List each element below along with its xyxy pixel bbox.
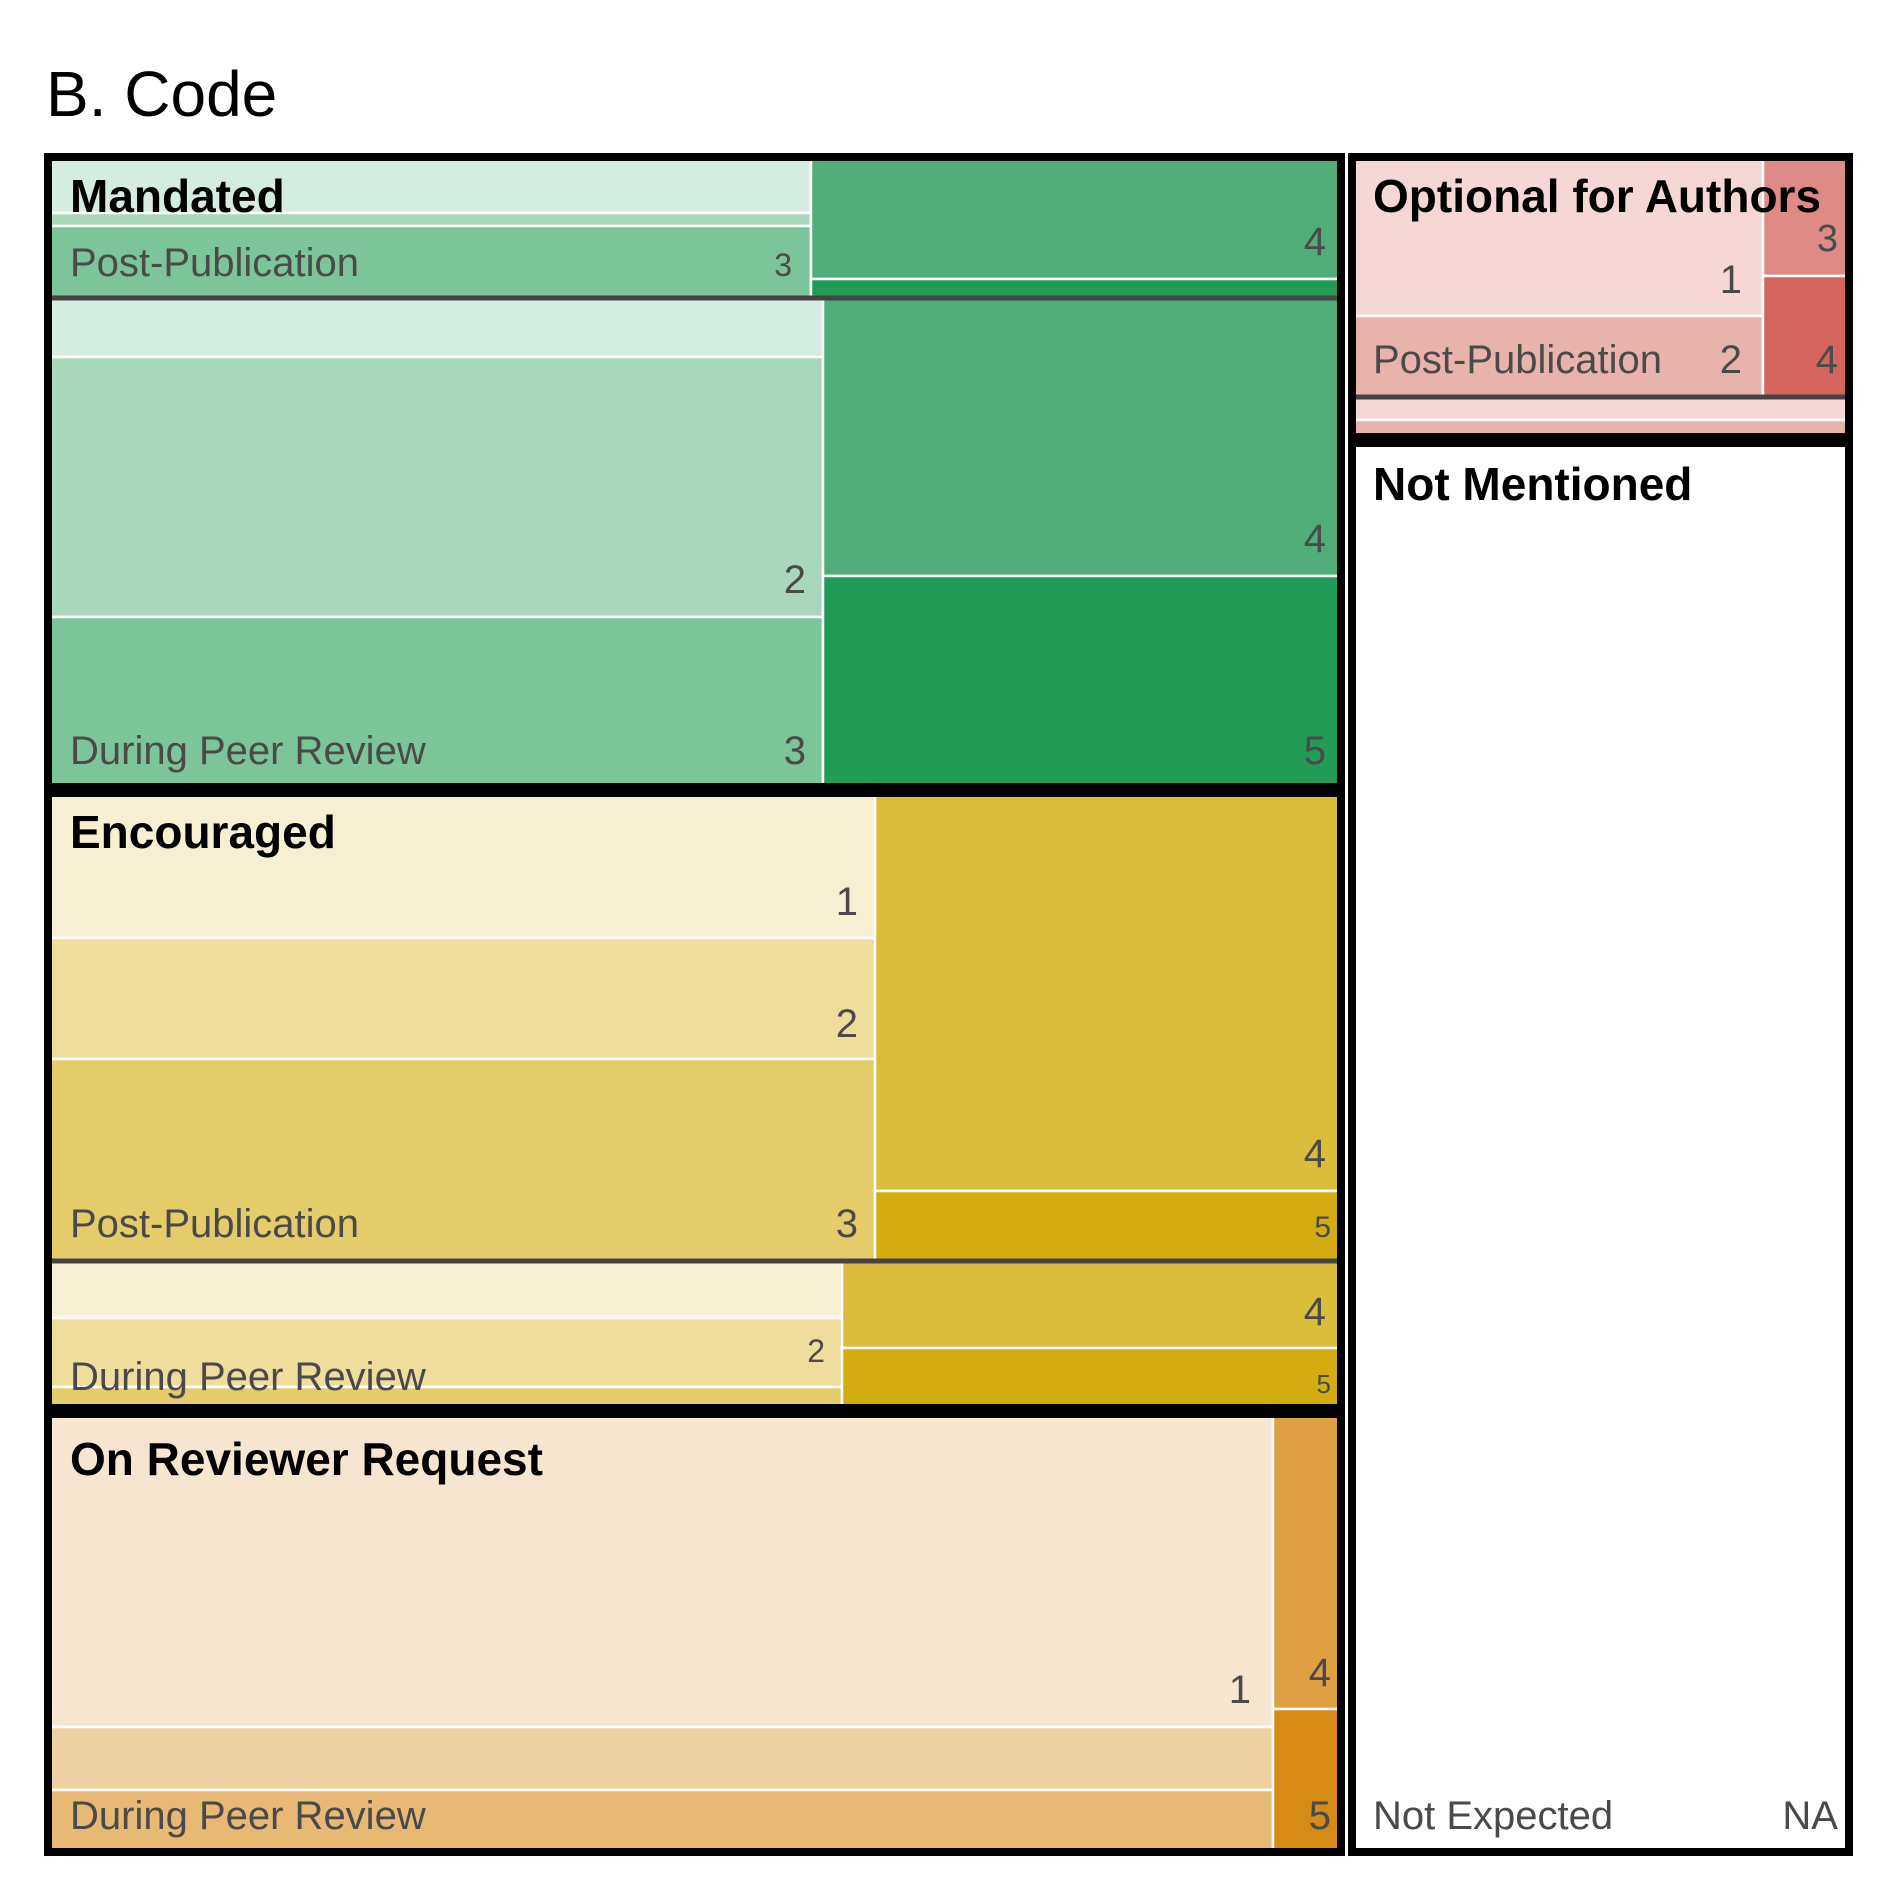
subgroup-label: During Peer Review — [70, 1794, 426, 1838]
cell-value-label: 4 — [1309, 1651, 1331, 1695]
cell-value-label: 4 — [1816, 338, 1838, 382]
subgroup-label: During Peer Review — [70, 1355, 426, 1399]
cell-value-label: 2 — [807, 1333, 825, 1369]
treemap-cell — [809, 277, 1343, 300]
cell-value-label: 1 — [1720, 258, 1742, 302]
cell-value-label: 2 — [1720, 338, 1742, 382]
cell-value-label: 1 — [836, 880, 858, 924]
cell-value-label: NA — [1782, 1794, 1838, 1838]
treemap-cell — [46, 1057, 877, 1263]
cell-value-label: 5 — [1304, 729, 1326, 773]
group-border — [44, 153, 1345, 791]
chart-title: B. Code — [46, 58, 278, 130]
treemap-cell — [809, 155, 1343, 281]
group-label: Encouraged — [70, 806, 336, 858]
group-label: Optional for Authors — [1373, 170, 1821, 222]
subgroup-label: During Peer Review — [70, 729, 426, 773]
treemap-cell — [873, 1189, 1343, 1263]
cell-value-label: 4 — [1304, 1132, 1326, 1176]
subgroup-label: Post-Publication — [1373, 338, 1662, 382]
treemap-cell — [1350, 441, 1851, 1854]
cell-value-label: 2 — [836, 1002, 858, 1046]
treemap-cell — [1271, 1412, 1343, 1711]
group-border — [1348, 439, 1853, 1856]
cell-value-label: 4 — [1304, 517, 1326, 561]
group-label: On Reviewer Request — [70, 1433, 543, 1485]
treemap-cell — [840, 1346, 1343, 1410]
cell-value-label: 2 — [784, 558, 806, 602]
cell-value-label: 1 — [1229, 1668, 1251, 1712]
treemap-cell — [46, 1316, 844, 1389]
cell-value-label: 3 — [784, 729, 806, 773]
cell-value-label: 5 — [1314, 1211, 1331, 1244]
treemap-cell — [46, 615, 825, 789]
group-border — [44, 1410, 1345, 1856]
treemap-cell — [46, 1788, 1275, 1854]
treemap-cell — [46, 155, 813, 215]
treemap-cell — [873, 791, 1343, 1193]
cell-value-label: 3 — [774, 247, 792, 283]
subgroup-label: Not Expected — [1373, 1794, 1613, 1838]
subgroup-label: Post-Publication — [70, 241, 359, 285]
group-label: Mandated — [70, 170, 285, 222]
cell-value-label: 3 — [1817, 218, 1838, 260]
cell-value-label: 4 — [1304, 1290, 1326, 1334]
cell-value-label: 4 — [1304, 220, 1326, 264]
cell-value-label: 5 — [1317, 1369, 1331, 1399]
treemap-cell — [46, 1725, 1275, 1792]
cell-value-label: 5 — [1309, 1794, 1331, 1838]
treemap-cell — [46, 355, 825, 619]
treemap-cell — [840, 1259, 1343, 1350]
treemap-cell — [46, 1259, 844, 1320]
treemap-cell — [821, 296, 1343, 578]
group-border — [44, 789, 1345, 1412]
group-border — [1348, 153, 1853, 441]
treemap-cell — [1350, 395, 1851, 422]
treemap-cell — [46, 936, 877, 1061]
cell-value-label: 3 — [836, 1202, 858, 1246]
treemap-cell — [46, 296, 825, 359]
group-label: Not Mentioned — [1373, 458, 1692, 510]
subgroup-label: Post-Publication — [70, 1202, 359, 1246]
treemap-cell — [821, 574, 1343, 789]
